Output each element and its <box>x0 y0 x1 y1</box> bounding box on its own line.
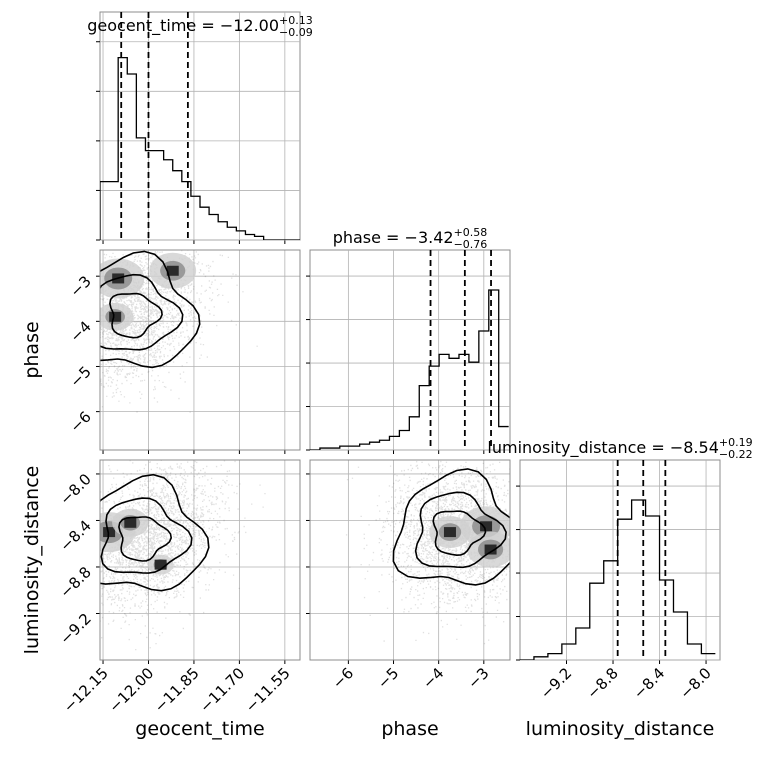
density-peak-square <box>480 521 493 532</box>
panel-frame <box>99 459 301 661</box>
xtick-label-luminosity_distance: −8.0 <box>676 664 714 702</box>
title-plus-geocent_time: +0.13 <box>279 14 313 27</box>
ylabel-phase: phase <box>21 321 43 378</box>
panel-frame <box>99 249 301 451</box>
scatter-points <box>100 250 258 413</box>
contour-level-1 <box>392 468 510 586</box>
panel-luminosity_distance_vs_geocent_time <box>96 459 301 664</box>
histogram-phase: phase = −3.42+0.58−0.76 <box>306 226 511 454</box>
density-peak-square <box>443 527 456 538</box>
xlabel-luminosity_distance: luminosity_distance <box>526 718 715 740</box>
hist-step-phase <box>310 289 509 450</box>
xtick-label-phase: −6 <box>329 664 357 692</box>
title-luminosity_distance: luminosity_distance = −8.54+0.19 <box>487 436 752 458</box>
xtick-label-geocent_time: −11.85 <box>151 664 203 716</box>
title-plus-phase: +0.58 <box>454 226 488 239</box>
contour-level-3 <box>432 510 487 557</box>
xtick-label-luminosity_distance: −8.8 <box>583 664 621 702</box>
panel-phase_vs_geocent_time <box>96 249 301 454</box>
density-peak-square <box>109 311 122 322</box>
xtick-label-phase: −5 <box>374 664 402 692</box>
density-peak-square <box>484 544 497 555</box>
ytick-label-luminosity_distance: −8.0 <box>56 470 94 508</box>
ytick-label-luminosity_distance: −9.2 <box>56 610 94 648</box>
title-plus-luminosity_distance: +0.19 <box>719 436 753 449</box>
title-geocent_time: geocent_time = −12.00+0.13 <box>87 14 313 36</box>
xtick-label-luminosity_distance: −9.2 <box>537 664 575 702</box>
ytick-label-luminosity_distance: −8.4 <box>56 517 94 555</box>
ytick-label-luminosity_distance: −8.8 <box>56 563 94 601</box>
contour-level-2 <box>414 491 507 569</box>
xtick-label-luminosity_distance: −8.4 <box>630 664 668 702</box>
panel-luminosity_distance_vs_phase <box>306 459 511 664</box>
hist-frame-luminosity_distance <box>519 459 721 661</box>
panel-frame <box>309 459 511 661</box>
contour-level-3 <box>109 292 163 339</box>
title-main-luminosity_distance: luminosity_distance = −8.54 <box>487 438 718 458</box>
title-phase: phase = −3.42+0.58 <box>333 226 488 247</box>
ylabel-luminosity_distance: luminosity_distance <box>21 466 43 655</box>
hist-frame-phase <box>309 249 511 451</box>
title-main-geocent_time: geocent_time = −12.00 <box>87 16 279 36</box>
scatter-points <box>345 460 510 645</box>
ytick-label-phase: −6 <box>66 408 94 436</box>
title-minus-geocent_time: −0.09 <box>279 26 313 39</box>
contour-level-1 <box>100 473 210 592</box>
density-peak-square <box>103 527 116 538</box>
ytick-label-phase: −3 <box>66 272 94 300</box>
panel-content-luminosity_distance_vs_phase <box>345 460 510 645</box>
title-minus-luminosity_distance: −0.22 <box>719 448 753 461</box>
xtick-label-geocent_time: −11.70 <box>196 664 248 716</box>
histogram-luminosity_distance: luminosity_distance = −8.54+0.19−0.22 <box>487 436 753 664</box>
panel-content-phase_vs_geocent_time <box>100 250 258 413</box>
xtick-label-geocent_time: −12.15 <box>60 664 112 716</box>
ytick-label-phase: −5 <box>66 363 94 391</box>
title-main-phase: phase = −3.42 <box>333 228 454 247</box>
density-peak-square <box>124 517 137 528</box>
histogram-geocent_time: geocent_time = −12.00+0.13−0.09 <box>87 11 313 244</box>
xtick-label-geocent_time: −11.55 <box>242 664 294 716</box>
panel-content-luminosity_distance_vs_geocent_time <box>100 460 266 651</box>
xlabel-geocent_time: geocent_time <box>135 718 264 740</box>
scatter-points <box>100 460 266 651</box>
contour-level-1 <box>100 250 201 369</box>
title-minus-phase: −0.76 <box>454 238 488 251</box>
density-peak-square <box>166 265 179 276</box>
contour-level-2 <box>100 273 184 351</box>
xtick-label-geocent_time: −12.00 <box>105 664 157 716</box>
hist-step-geocent_time <box>100 56 300 240</box>
xlabel-phase: phase <box>381 718 438 740</box>
density-peak-square <box>154 559 167 570</box>
ytick-label-phase: −4 <box>66 317 94 345</box>
contour-level-3 <box>118 516 173 562</box>
contour-level-2 <box>100 497 193 574</box>
xtick-label-phase: −3 <box>464 664 492 692</box>
xtick-label-phase: −4 <box>419 664 447 692</box>
